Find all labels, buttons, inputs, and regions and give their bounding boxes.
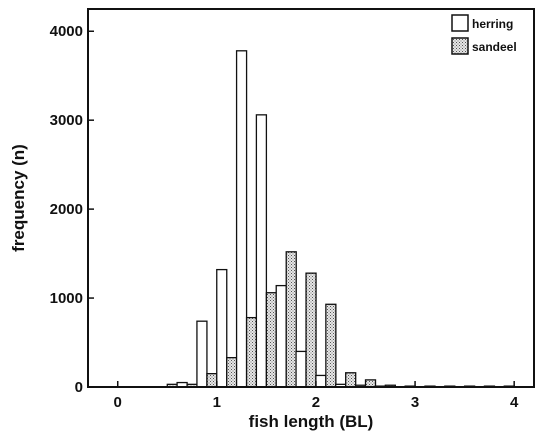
y-axis-label: frequency (n): [9, 144, 28, 252]
bars-group: [166, 50, 515, 388]
x-tick-label: 0: [114, 394, 122, 411]
bar-herring-8: [255, 114, 268, 388]
plot-frame: [87, 8, 535, 388]
x-tick-label: 1: [213, 394, 221, 411]
bar-herring-7: [235, 50, 248, 388]
y-tick-label: 4000: [50, 23, 83, 40]
bar-sandeel-11: [325, 303, 337, 388]
x-tick-label: 3: [411, 394, 419, 411]
legend-swatch-herring: [451, 14, 469, 32]
bar-herring-11: [315, 374, 327, 388]
legend-label-herring: herring: [472, 17, 513, 31]
x-axis-label: fish length (BL): [249, 412, 374, 431]
x-tick-label: 4: [510, 394, 519, 411]
bar-herring-9: [275, 284, 287, 388]
y-axis: 0 1000 2000 3000 4000: [50, 23, 94, 396]
bar-sandeel-7: [245, 316, 258, 388]
bar-herring-5: [196, 320, 208, 388]
legend-label-sandeel: sandeel: [472, 40, 517, 54]
bar-sandeel-12: [345, 372, 357, 388]
y-tick-label: 2000: [50, 201, 83, 218]
legend: herring sandeel: [451, 14, 517, 55]
bar-sandeel-10: [305, 272, 317, 388]
y-tick-label: 3000: [50, 112, 83, 129]
x-axis: 0 1 2 3 4: [114, 381, 519, 411]
bar-sandeel-6: [226, 356, 238, 388]
bar-sandeel-9: [285, 251, 297, 388]
bar-herring-6: [216, 268, 228, 388]
bar-sandeel-8: [265, 292, 278, 388]
bar-herring-10: [295, 350, 307, 388]
bar-sandeel-5: [206, 373, 218, 388]
legend-swatch-sandeel: [451, 37, 469, 55]
y-tick-label: 0: [75, 379, 83, 396]
x-tick-label: 2: [312, 394, 320, 411]
bar-sandeel-13: [364, 379, 377, 388]
y-tick-label: 1000: [50, 290, 83, 307]
